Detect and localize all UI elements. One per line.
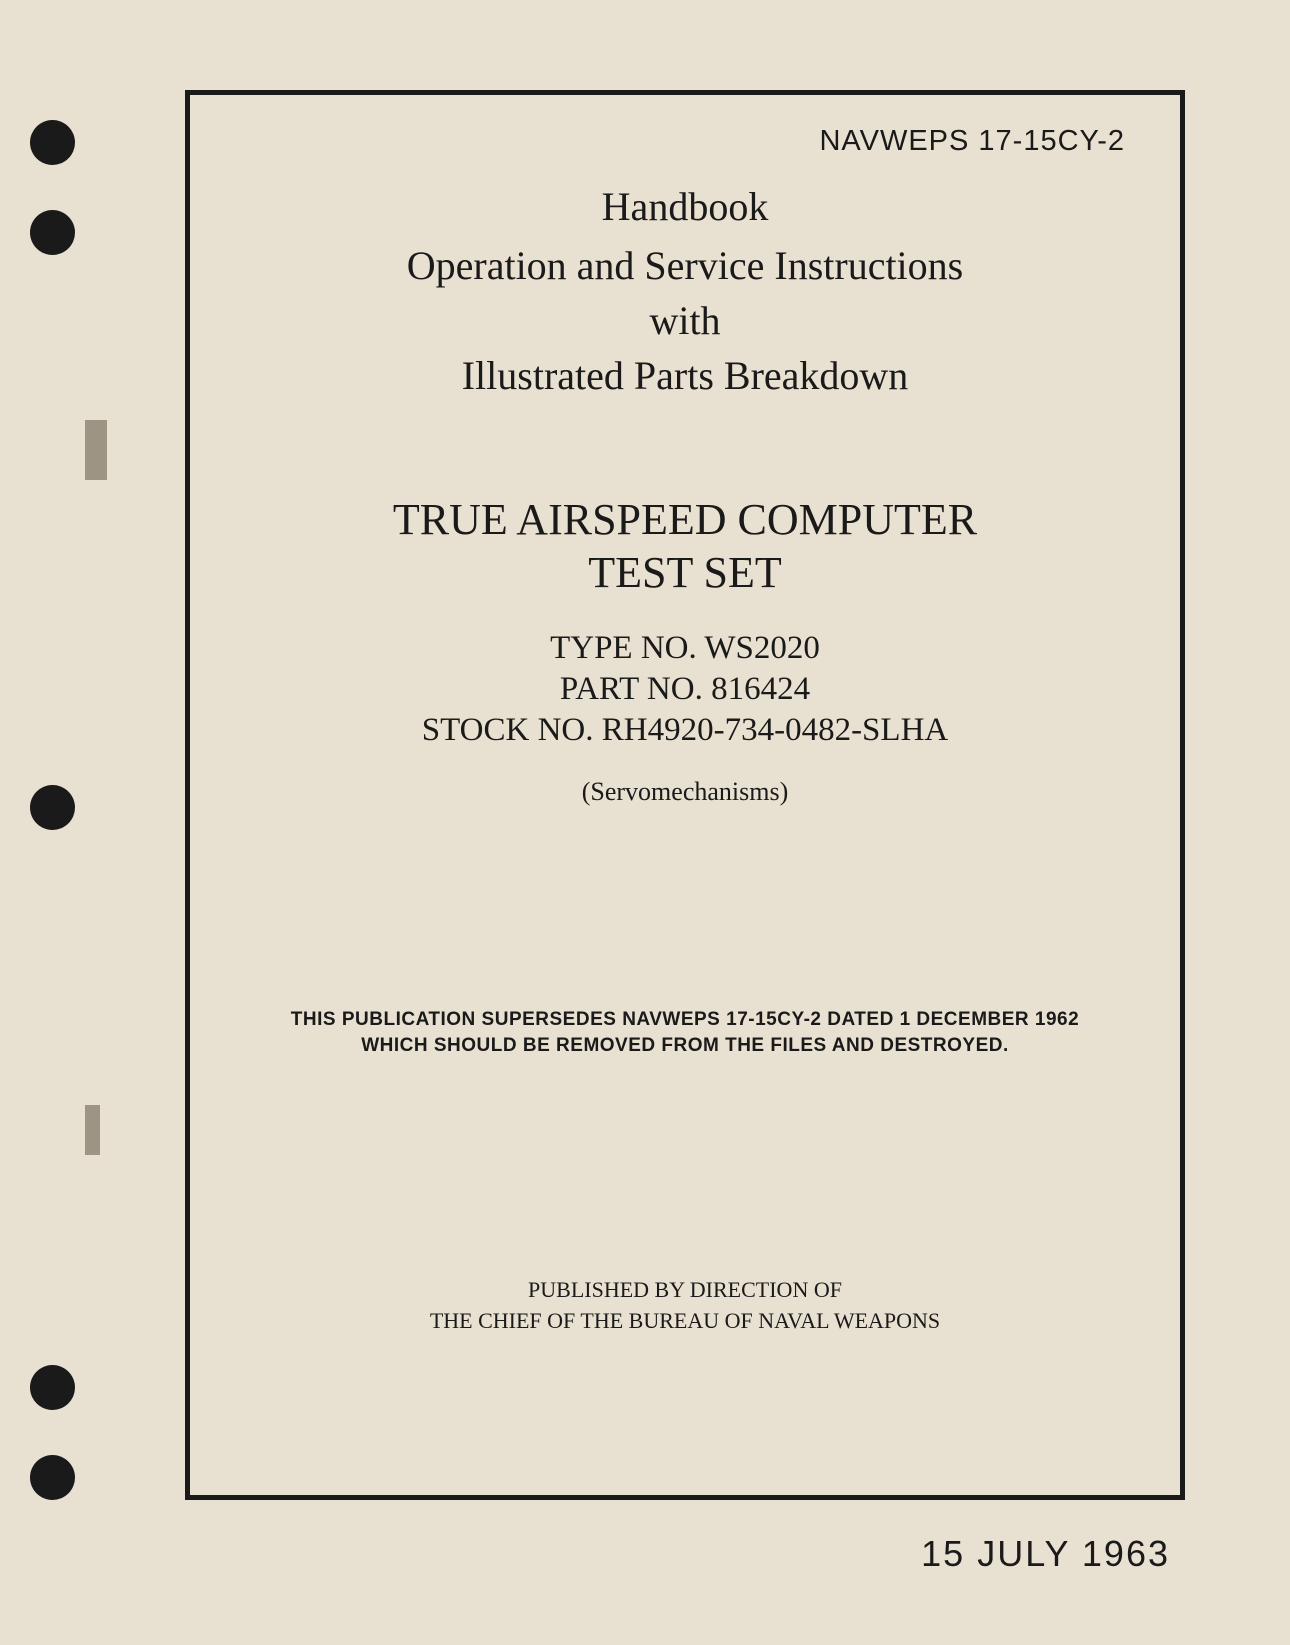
main-title: TRUE AIRSPEED COMPUTER TEST SET	[245, 494, 1125, 600]
supersedes-notice: THIS PUBLICATION SUPERSEDES NAVWEPS 17-1…	[245, 1007, 1125, 1060]
publisher-info: PUBLISHED BY DIRECTION OF THE CHIEF OF T…	[245, 1275, 1125, 1337]
binder-hole	[30, 120, 75, 165]
header-line-4: Illustrated Parts Breakdown	[245, 352, 1125, 399]
scan-artifact	[85, 420, 107, 480]
binder-hole	[30, 785, 75, 830]
document-number: NAVWEPS 17-15CY-2	[245, 125, 1125, 158]
supersedes-line-1: THIS PUBLICATION SUPERSEDES NAVWEPS 17-1…	[291, 1009, 1079, 1030]
binder-hole	[30, 210, 75, 255]
header-line-2: Operation and Service Instructions	[245, 242, 1125, 289]
content-frame: NAVWEPS 17-15CY-2 Handbook Operation and…	[185, 90, 1185, 1500]
binder-hole	[30, 1455, 75, 1500]
category-label: (Servomechanisms)	[245, 777, 1125, 807]
publication-date: 15 JULY 1963	[921, 1533, 1170, 1575]
supersedes-line-2: WHICH SHOULD BE REMOVED FROM THE FILES A…	[361, 1035, 1009, 1056]
title-line-1: TRUE AIRSPEED COMPUTER	[393, 495, 977, 544]
scan-artifact	[85, 1105, 100, 1155]
stock-number: STOCK NO. RH4920-734-0482-SLHA	[245, 712, 1125, 749]
title-line-2: TEST SET	[588, 548, 782, 597]
document-page: NAVWEPS 17-15CY-2 Handbook Operation and…	[0, 0, 1290, 1645]
type-number: TYPE NO. WS2020	[245, 630, 1125, 667]
header-line-1: Handbook	[245, 183, 1125, 230]
binder-hole	[30, 1365, 75, 1410]
header-line-3: with	[245, 297, 1125, 344]
part-number: PART NO. 816424	[245, 671, 1125, 708]
publisher-line-1: PUBLISHED BY DIRECTION OF	[528, 1277, 842, 1302]
publisher-line-2: THE CHIEF OF THE BUREAU OF NAVAL WEAPONS	[430, 1308, 940, 1333]
